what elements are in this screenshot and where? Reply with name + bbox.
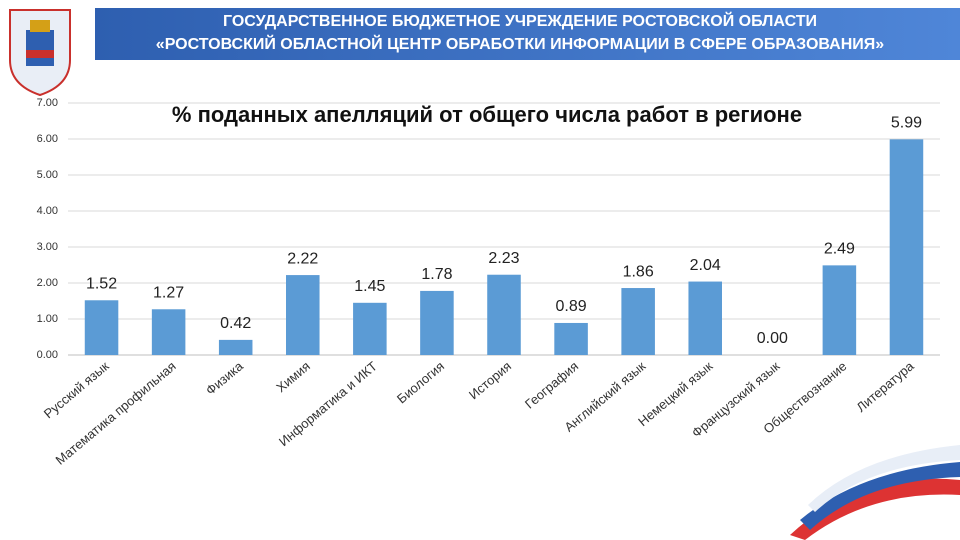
chart-title: % поданных апелляций от общего числа раб…: [172, 102, 802, 127]
y-tick-label: 7.00: [37, 97, 58, 109]
value-label: 1.52: [86, 275, 117, 292]
bar: [554, 322, 588, 355]
y-tick-label: 4.00: [37, 205, 58, 217]
value-label: 0.00: [757, 330, 788, 347]
y-tick-label: 3.00: [37, 241, 58, 253]
header-line: «РОСТОВСКИЙ ОБЛАСТНОЙ ЦЕНТР ОБРАБОТКИ ИН…: [156, 34, 884, 53]
bar: [621, 288, 655, 355]
logo: [9, 9, 71, 97]
bar: [688, 281, 722, 355]
y-tick-label: 5.00: [37, 169, 58, 181]
value-label: 5.99: [891, 115, 922, 132]
flag-ribbon: [790, 445, 960, 540]
bar: [218, 339, 253, 355]
value-label: 2.04: [690, 257, 721, 274]
value-label: 2.49: [824, 241, 855, 258]
bar: [487, 274, 521, 355]
value-label: 1.27: [153, 284, 184, 301]
y-tick-label: 1.00: [37, 313, 58, 325]
value-label: 0.42: [220, 315, 251, 332]
value-label: 1.78: [421, 266, 452, 283]
y-tick-label: 2.00: [37, 277, 58, 289]
value-label: 1.86: [623, 263, 654, 280]
bar: [286, 275, 320, 355]
header-banner: [95, 8, 960, 60]
y-tick-label: 0.00: [37, 349, 58, 361]
value-label: 0.89: [556, 298, 587, 315]
y-tick-label: 6.00: [37, 133, 58, 145]
bar: [889, 139, 924, 355]
bar: [151, 309, 186, 355]
bar: [353, 302, 387, 355]
bar: [420, 290, 454, 355]
bar: [84, 300, 119, 355]
header-line: ГОСУДАРСТВЕННОЕ БЮДЖЕТНОЕ УЧРЕЖДЕНИЕ РОС…: [223, 11, 817, 30]
value-label: 1.45: [354, 278, 385, 295]
value-label: 2.23: [488, 250, 519, 267]
bar: [822, 265, 857, 355]
value-label: 2.22: [287, 250, 318, 267]
